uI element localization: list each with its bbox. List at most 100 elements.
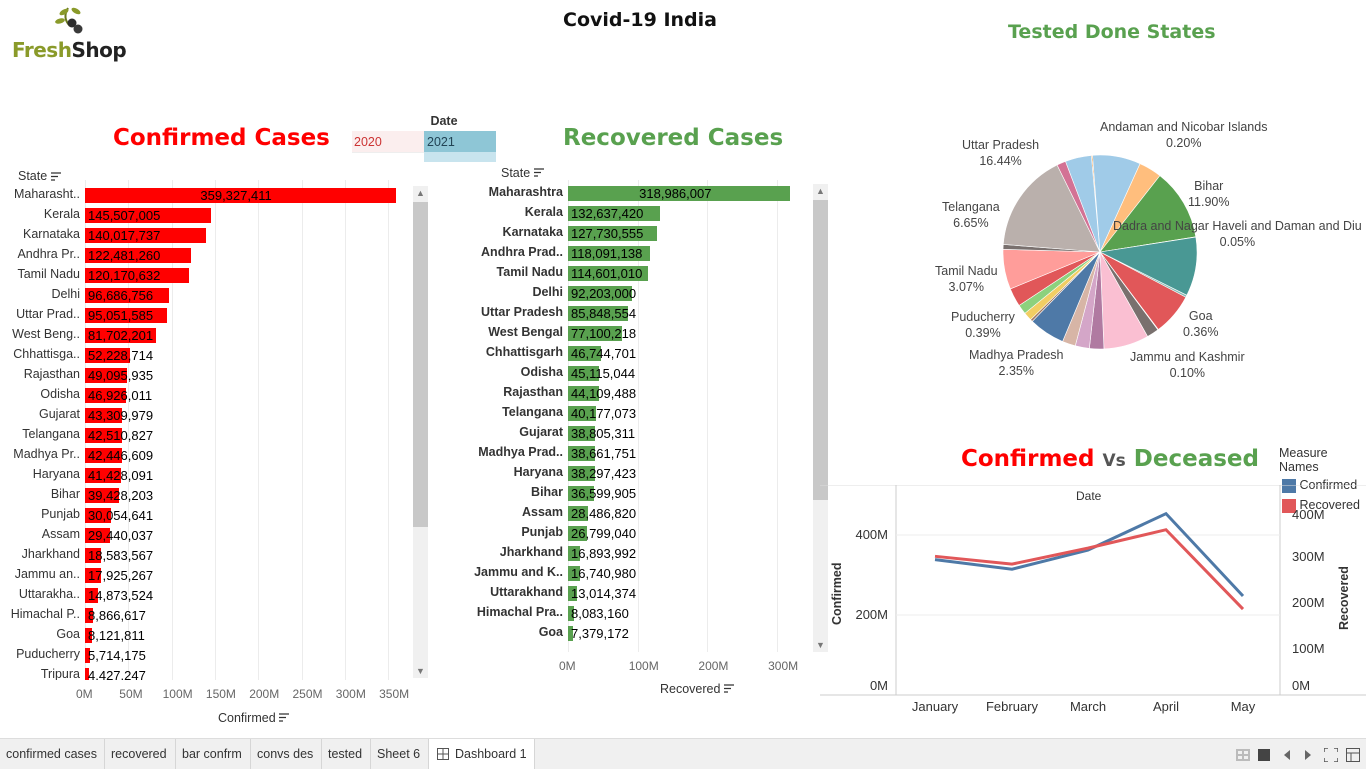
bar-label: Uttar Pradesh xyxy=(481,305,563,319)
bar[interactable] xyxy=(568,366,600,381)
bar[interactable] xyxy=(85,208,211,223)
scroll-down-icon[interactable]: ▼ xyxy=(816,640,825,650)
bar[interactable] xyxy=(85,288,169,303)
x-tick-label: 0M xyxy=(559,659,576,673)
bar[interactable] xyxy=(568,186,791,201)
left-axis-title: Confirmed xyxy=(830,563,844,626)
bar[interactable] xyxy=(85,448,122,463)
bar[interactable] xyxy=(568,466,595,481)
bar[interactable] xyxy=(85,428,122,443)
bar[interactable] xyxy=(85,348,131,363)
bar[interactable] xyxy=(85,668,89,680)
bar[interactable] xyxy=(568,626,574,641)
bar[interactable] xyxy=(85,268,189,283)
bar[interactable] xyxy=(85,328,156,343)
bar[interactable] xyxy=(85,488,120,503)
x-tick-label: May xyxy=(1231,699,1256,714)
recovered-scrollbar[interactable]: ▲ ▼ xyxy=(813,184,828,652)
tab-dashboard-1[interactable]: Dashboard 1 xyxy=(429,739,535,769)
pie-slice[interactable] xyxy=(1002,164,1101,253)
tab-tested[interactable]: tested xyxy=(322,739,371,769)
bar[interactable] xyxy=(85,388,126,403)
bar-value-label: 29,440,037 xyxy=(88,528,154,543)
x-tick-label: 350M xyxy=(379,687,410,701)
bar[interactable] xyxy=(568,486,594,501)
bar[interactable] xyxy=(568,306,628,321)
tab-bar-confrm[interactable]: bar confrm xyxy=(176,739,251,769)
bar[interactable] xyxy=(85,608,93,623)
tab-recovered[interactable]: recovered xyxy=(105,739,176,769)
pie-slice[interactable] xyxy=(1065,155,1101,253)
bar[interactable] xyxy=(85,468,121,483)
bar-value-label: 8,083,160 xyxy=(571,606,629,621)
bar[interactable] xyxy=(85,188,396,203)
bar[interactable] xyxy=(568,406,596,421)
bar[interactable] xyxy=(568,266,648,281)
next-tab-icon[interactable] xyxy=(1304,750,1312,760)
recovered-axis-title[interactable]: Recovered xyxy=(660,682,734,696)
pie-slice[interactable] xyxy=(1099,175,1197,253)
bar[interactable] xyxy=(568,206,661,221)
prev-tab-icon[interactable] xyxy=(1283,750,1291,760)
bar[interactable] xyxy=(568,546,580,561)
confirmed-scrollbar[interactable]: ▲ ▼ xyxy=(413,186,428,678)
tab-convs-des[interactable]: convs des xyxy=(251,739,322,769)
bar[interactable] xyxy=(85,588,98,603)
sheet-menu-icon[interactable] xyxy=(1346,748,1360,762)
bar[interactable] xyxy=(85,228,207,243)
date-filter-2020[interactable]: 2020 xyxy=(352,131,424,152)
recovered-scroll-thumb[interactable] xyxy=(813,200,828,500)
bar[interactable] xyxy=(85,548,102,563)
bar[interactable] xyxy=(568,426,596,441)
scroll-up-icon[interactable]: ▲ xyxy=(416,188,425,198)
confirmed-state-header[interactable]: State xyxy=(18,169,61,184)
series-line-recovered[interactable] xyxy=(934,528,1245,611)
recovered-state-header[interactable]: State xyxy=(501,166,544,180)
scroll-down-icon[interactable]: ▼ xyxy=(416,666,425,676)
pie-label-jammu: Jammu and Kashmir 0.10% xyxy=(1130,350,1245,380)
bar[interactable] xyxy=(568,586,578,601)
bar[interactable] xyxy=(568,606,574,621)
date-filter-2021[interactable]: 2021 xyxy=(424,131,496,152)
bar[interactable] xyxy=(85,248,191,263)
bar[interactable] xyxy=(85,628,93,643)
confirmed-axis-title[interactable]: Confirmed xyxy=(218,711,290,725)
bar-label: Gujarat xyxy=(519,425,563,439)
bar[interactable] xyxy=(568,566,580,581)
bar[interactable] xyxy=(85,508,111,523)
bar-label: Tamil Nadu xyxy=(496,265,563,279)
left-tick-label: 400M xyxy=(855,527,888,542)
bar[interactable] xyxy=(568,386,599,401)
bar[interactable] xyxy=(568,346,601,361)
bar[interactable] xyxy=(568,506,588,521)
date-filter: Date 2020 2021 xyxy=(352,114,496,163)
bar[interactable] xyxy=(568,446,595,461)
bar-label: Goa xyxy=(56,627,80,641)
bar[interactable] xyxy=(85,408,123,423)
bar-label: Maharasht.. xyxy=(13,187,80,201)
confirmed-scroll-thumb[interactable] xyxy=(413,202,428,527)
bar[interactable] xyxy=(85,648,90,663)
bar[interactable] xyxy=(568,326,622,341)
right-tick-label: 400M xyxy=(1292,507,1325,522)
bar[interactable] xyxy=(85,528,111,543)
legend-item-recovered[interactable]: Recovered xyxy=(1279,498,1366,516)
bar[interactable] xyxy=(568,286,633,301)
bar[interactable] xyxy=(568,226,658,241)
bar[interactable] xyxy=(568,246,651,261)
gridline xyxy=(388,180,390,680)
sort-icon xyxy=(533,166,544,180)
bar[interactable] xyxy=(85,368,128,383)
grid-view-icon[interactable] xyxy=(1258,749,1270,761)
bar[interactable] xyxy=(85,308,168,323)
film-strip-icon[interactable] xyxy=(1236,749,1250,761)
fullscreen-icon[interactable] xyxy=(1324,748,1338,762)
bar-label: Andhra Pr.. xyxy=(17,247,80,261)
scroll-up-icon[interactable]: ▲ xyxy=(816,186,825,196)
series-line-confirmed[interactable] xyxy=(934,511,1245,598)
tab-confirmed-cases[interactable]: confirmed cases xyxy=(0,739,105,769)
bar[interactable] xyxy=(85,568,101,583)
tab-sheet-6[interactable]: Sheet 6 xyxy=(371,739,429,769)
bar[interactable] xyxy=(568,526,587,541)
x-tick-label: 150M xyxy=(205,687,236,701)
